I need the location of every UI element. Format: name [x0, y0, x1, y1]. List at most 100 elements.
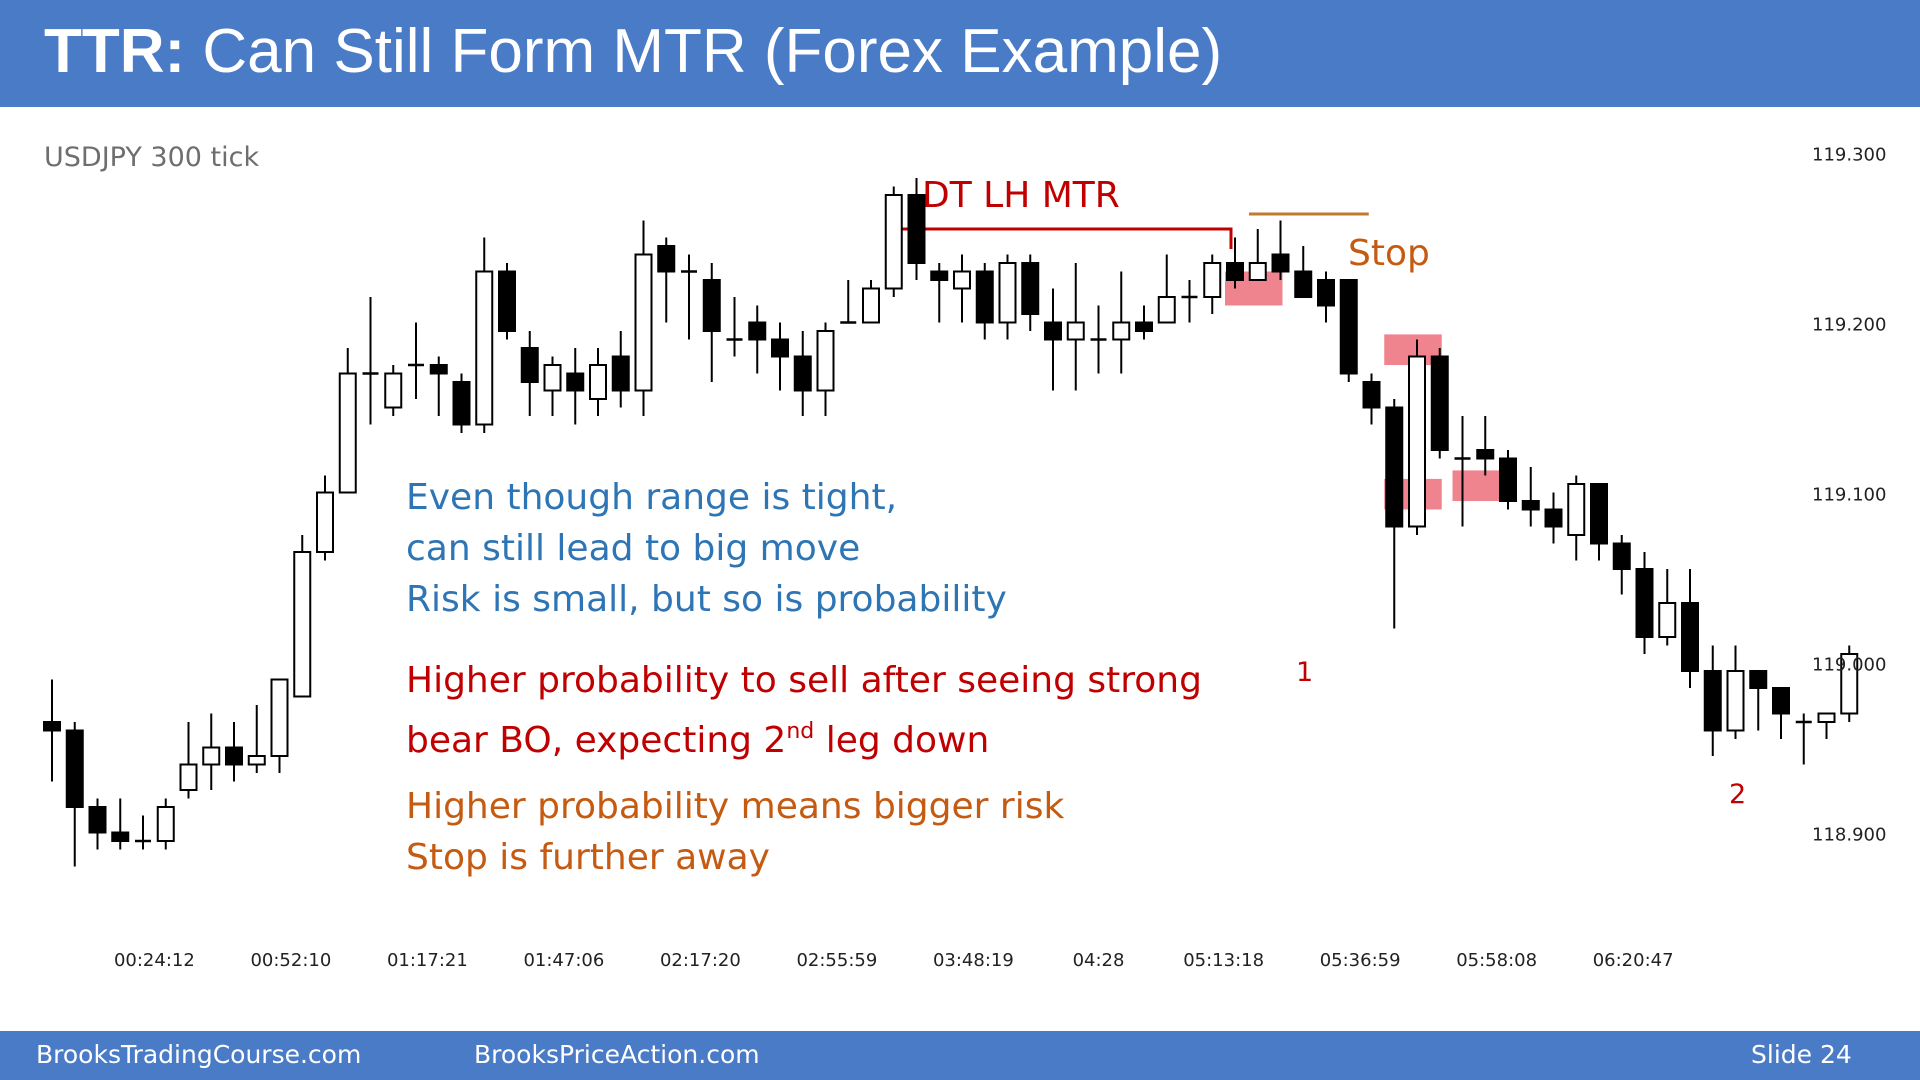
slide-footer: BrooksTradingCourse.com BrooksPriceActio… [0, 1031, 1920, 1080]
candle-body-bull [1567, 483, 1586, 536]
candle-body-bear [88, 806, 107, 834]
candle-body-bear [1226, 262, 1244, 281]
candle-body-bull [1658, 602, 1677, 638]
candle [1090, 305, 1107, 374]
candle-body-bull [1726, 670, 1745, 732]
x-tick-label: 00:24:12 [114, 950, 195, 971]
candle [1703, 645, 1722, 756]
candle-body-bear [1430, 355, 1449, 451]
candle [1226, 237, 1244, 289]
candle [1635, 552, 1654, 654]
candle [862, 280, 880, 324]
candle [543, 356, 562, 416]
footer-left-link[interactable]: BrooksTradingCourse.com [36, 1040, 362, 1069]
candle [1408, 339, 1426, 535]
candle-body-bear [1612, 542, 1631, 570]
candle-body-bull [1817, 712, 1836, 723]
note-red-line: Higher probability to sell after seeing … [406, 660, 1202, 701]
candle [1066, 263, 1085, 391]
candle [384, 365, 403, 416]
note-blue-line: can still lead to big move [406, 528, 861, 569]
candle-body-bear [930, 270, 949, 281]
candle [270, 678, 289, 773]
candle [88, 798, 107, 850]
candle [566, 348, 585, 425]
candle-body-bear [520, 347, 539, 383]
x-axis: 00:24:12 00:52:10 01:17:21 01:47:06 02:17:20… [114, 950, 1674, 971]
candle [1795, 713, 1812, 765]
candle [953, 254, 971, 323]
candle [1454, 416, 1471, 527]
candle [1294, 246, 1313, 298]
note-blue-line: Even though range is tight, [406, 477, 898, 518]
candle [840, 280, 857, 324]
candle-body-bull [475, 270, 494, 426]
candle-body-bull [589, 364, 607, 400]
candle [681, 254, 697, 340]
x-tick-label: 04:28 [1073, 950, 1125, 971]
candle-body-bear [225, 746, 243, 766]
candle [247, 705, 266, 773]
candle [1385, 399, 1404, 629]
candle-body-bear [907, 194, 926, 264]
candle [1681, 569, 1699, 688]
slide-header: TTR: Can Still Form MTR (Forex Example) [0, 0, 1920, 107]
note-red-line: bear BO, expecting 2nd leg down [406, 706, 1202, 766]
y-tick-label: 119.300 [1812, 145, 1886, 166]
candle-body-bear [1544, 508, 1563, 528]
note-red-sup: nd [786, 719, 815, 744]
candle [1817, 712, 1836, 739]
candle [1772, 687, 1790, 739]
candle [907, 178, 926, 280]
lower-high-line [886, 227, 1233, 249]
candle [702, 263, 721, 382]
candle [408, 322, 424, 399]
x-tick-label: 05:13:18 [1183, 950, 1264, 971]
note-orange: Higher probability means bigger risk Sto… [406, 781, 1064, 883]
candle-body-bull [1203, 262, 1222, 298]
candle-body-bull [1248, 262, 1267, 281]
candle-body-bull [247, 755, 266, 766]
candle-body-bear [793, 355, 812, 392]
x-tick-label: 00:52:10 [250, 950, 331, 971]
candle [452, 373, 471, 433]
candle [1021, 254, 1040, 331]
candle [657, 237, 676, 323]
candle [135, 815, 151, 850]
candle [1476, 416, 1495, 476]
candle [1203, 254, 1222, 314]
candle [1567, 475, 1586, 561]
candle-body-bear [1362, 381, 1381, 409]
candle [1521, 467, 1540, 527]
candle-body-bear [1772, 687, 1790, 715]
footer-center-link[interactable]: BrooksPriceAction.com [474, 1040, 760, 1069]
candle-body-bull [293, 551, 312, 698]
candle-body-bear [1044, 321, 1062, 341]
candle-body-bull [884, 194, 903, 290]
candle-body-bear [1499, 457, 1517, 502]
candle [1430, 348, 1449, 459]
candle-body-bear [111, 831, 130, 842]
note-red-text: bear BO, expecting 2 [406, 720, 787, 761]
candle [498, 263, 516, 340]
candle-body-bear [1339, 279, 1358, 375]
candle-body-bear [1703, 670, 1722, 732]
candle [1590, 483, 1608, 561]
y-tick-label: 119.000 [1812, 655, 1886, 676]
candle-body-bear [702, 279, 721, 332]
candlestick-chart: 118.900 119.000 119.100 119.200 119.300 00:2… [43, 145, 1886, 971]
candle-body-bear [1635, 568, 1654, 638]
x-tick-label: 05:36:59 [1320, 950, 1401, 971]
candle [1658, 569, 1677, 646]
candle-body-bear [657, 245, 676, 273]
y-tick-label: 118.900 [1812, 825, 1886, 846]
candle-body-bear [1681, 602, 1699, 672]
candle [316, 475, 334, 561]
candle [1112, 271, 1131, 374]
candle-body-bull [998, 262, 1017, 324]
candle-body-bear [1317, 279, 1335, 307]
candle [1044, 288, 1062, 391]
candle [362, 297, 379, 425]
candle [225, 722, 243, 782]
candle [179, 722, 198, 799]
